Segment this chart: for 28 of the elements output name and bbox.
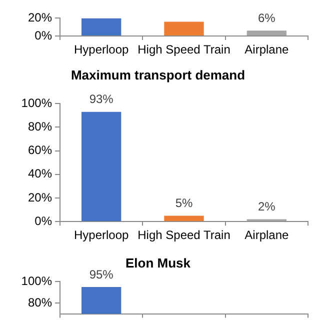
data-label: 2% [258, 200, 276, 214]
y-tick-label: 20% [28, 10, 52, 25]
x-tick-label: Airplane [244, 42, 290, 57]
y-tick-label: 0% [34, 214, 52, 228]
x-tick-label: High Speed Train [138, 228, 230, 242]
x-tick-label: Hyperloop [74, 42, 130, 57]
data-label: 93% [89, 92, 114, 106]
bar [164, 22, 204, 36]
data-label: 6% [258, 10, 276, 25]
y-tick-label: 60% [28, 143, 52, 158]
bar [81, 18, 122, 36]
chart-title: Maximum transport demand [70, 67, 246, 82]
y-tick-label: 80% [28, 295, 52, 310]
y-tick-label: 40% [28, 166, 52, 181]
bar [164, 216, 204, 222]
data-label: 95% [89, 267, 114, 282]
data-label: 5% [175, 196, 193, 210]
y-tick-label: 80% [28, 120, 52, 134]
y-tick-label: 0% [34, 28, 52, 42]
x-tick-label: High Speed Train [138, 42, 230, 57]
x-tick-label: Airplane [244, 228, 290, 242]
y-tick-label: 20% [28, 190, 52, 204]
y-tick-label: 100% [21, 274, 52, 288]
x-tick-label: Hyperloop [74, 228, 130, 242]
y-tick-label: 100% [21, 96, 52, 110]
chart-title: Elon Musk [125, 255, 192, 270]
bar [81, 112, 122, 222]
bar [246, 30, 287, 36]
